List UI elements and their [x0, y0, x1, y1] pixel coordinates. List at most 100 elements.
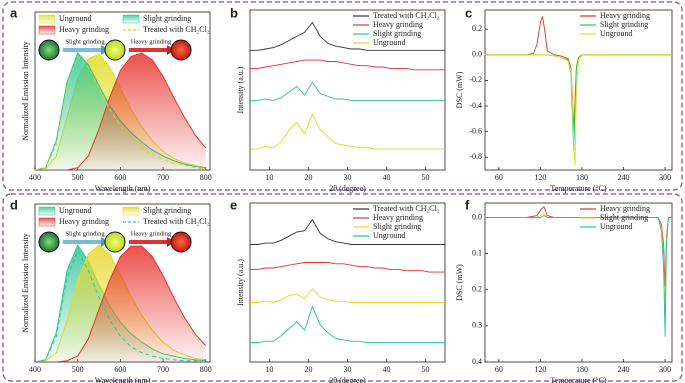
legend-label: Slight grinding	[600, 20, 648, 29]
y-tick-label: 0.0	[472, 212, 482, 221]
y-axis-label: DSC (mW)	[455, 264, 464, 301]
y-axis-label: Intensity (a.u.)	[236, 259, 245, 306]
x-tick-label: 20	[305, 173, 313, 182]
x-tick-label: 30	[344, 173, 352, 182]
x-tick-label: 600	[114, 365, 126, 374]
y-tick-label: 0.1	[472, 248, 482, 257]
legend-label: Heavy grinding	[373, 213, 423, 222]
row-frame	[2, 1, 683, 191]
area	[35, 53, 206, 170]
annotation: Slight grinding	[65, 230, 105, 237]
x-tick-label: 600	[114, 173, 126, 182]
sample-photo	[170, 231, 192, 253]
legend-label: Slight grinding	[143, 14, 191, 23]
panel-letter: a	[10, 5, 18, 20]
arrow-body	[63, 48, 101, 52]
x-tick-label: 60	[495, 173, 503, 182]
x-tick-label: 300	[659, 365, 671, 374]
y-tick-label: -0.2	[469, 75, 482, 84]
legend-label: Unground	[59, 206, 91, 215]
sample-photo	[104, 231, 126, 253]
arrow-body	[129, 48, 167, 52]
series-line	[250, 81, 445, 101]
x-tick-label: 120	[534, 365, 546, 374]
x-axis-label: Temperature (°C)	[550, 184, 607, 193]
arrow-body	[63, 240, 101, 244]
annotation: Slight grinding	[65, 38, 105, 45]
legend-label: Unground	[600, 222, 632, 231]
legend-label: Treated with CH₂Cl₂	[143, 25, 210, 34]
y-tick-label: 0.2	[472, 24, 482, 33]
y-tick-label: 0.0	[472, 50, 482, 59]
legend-label: Unground	[59, 14, 91, 23]
sample-photo	[38, 39, 60, 61]
sample-photo	[38, 231, 60, 253]
plot-area	[485, 205, 672, 337]
series-line	[485, 16, 672, 132]
legend-label: Treated with CH₂Cl₂	[143, 217, 210, 226]
legend-label: Treated with CH₂Cl₂	[373, 204, 440, 213]
legend-label: Heavy grinding	[59, 217, 109, 226]
plot-area	[35, 52, 207, 170]
series-line	[250, 218, 445, 245]
panel-letter: b	[230, 5, 238, 20]
plot-area	[485, 16, 672, 167]
x-tick-label: 700	[157, 173, 169, 182]
plot-frame	[484, 202, 673, 363]
legend-label: Treated with CH₂Cl₂	[373, 11, 440, 20]
annotation: Heavy grinding	[131, 38, 172, 45]
series-line	[250, 113, 445, 150]
series-line	[250, 59, 445, 71]
x-tick-label: 700	[157, 365, 169, 374]
x-tick-label: 40	[383, 173, 391, 182]
x-axis-label: Temperature (°C)	[550, 376, 607, 383]
panel-letter: f	[465, 197, 470, 212]
series-line	[35, 249, 206, 362]
legend-swatch	[38, 206, 56, 216]
x-tick-label: 50	[422, 173, 430, 182]
x-tick-label: 180	[576, 173, 588, 182]
x-axis-label: Wavelength (nm)	[95, 376, 151, 383]
series-line	[250, 21, 445, 51]
x-tick-label: 500	[72, 365, 84, 374]
plot-area	[35, 243, 207, 362]
y-axis-label: Normalized Emission Intensity	[21, 233, 30, 333]
legend-label: Heavy grinding	[373, 20, 423, 29]
y-tick-label: 0.3	[472, 321, 482, 330]
series-line	[485, 213, 672, 316]
x-tick-label: 120	[534, 173, 546, 182]
legend-label: Unground	[373, 231, 405, 240]
series-line	[35, 245, 207, 362]
x-axis-label: 2θ (degree)	[329, 184, 366, 193]
legend-swatch	[38, 217, 56, 227]
panel-letter: d	[10, 197, 18, 212]
x-tick-label: 400	[29, 173, 41, 182]
x-axis-label: Wavelength (nm)	[95, 184, 151, 193]
sample-photo	[104, 39, 126, 61]
legend-label: Heavy grinding	[600, 204, 650, 213]
legend-swatch	[38, 14, 56, 24]
plot-area	[250, 218, 445, 344]
x-tick-label: 500	[72, 173, 84, 182]
y-tick-label: 0.2	[472, 285, 482, 294]
legend-swatch	[122, 206, 140, 216]
series-line	[485, 54, 672, 151]
x-tick-label: 800	[200, 173, 212, 182]
x-tick-label: 400	[29, 365, 41, 374]
y-tick-label: -0.8	[469, 152, 482, 161]
x-tick-label: 40	[383, 365, 391, 374]
y-tick-label: -0.6	[469, 126, 482, 135]
panel-letter: c	[465, 5, 472, 20]
y-tick-label: -0.4	[469, 101, 482, 110]
legend-label: Heavy grinding	[600, 11, 650, 20]
plot-frame	[484, 9, 673, 171]
sample-photo	[170, 39, 192, 61]
series-line	[35, 52, 207, 170]
area	[35, 53, 206, 170]
y-axis-label: Normalized Emission Intensity	[21, 41, 30, 141]
legend-label: Unground	[373, 38, 405, 47]
x-axis-label: 2θ (degree)	[329, 376, 366, 383]
series-line	[250, 262, 445, 273]
area	[35, 246, 206, 362]
